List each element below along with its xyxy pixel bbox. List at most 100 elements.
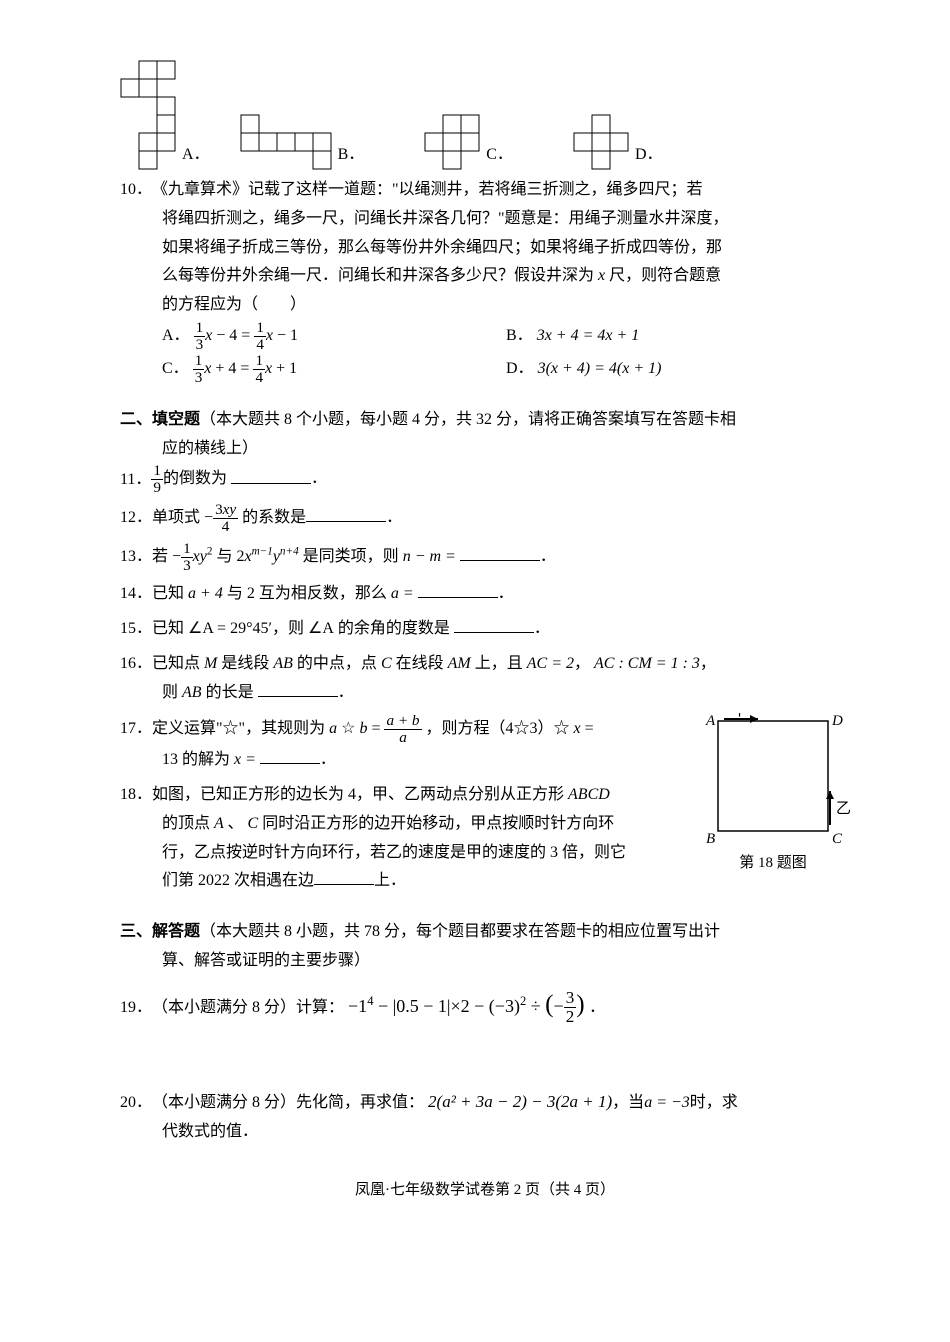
section-3-header: 三、解答题（本大题共 8 小题，共 78 分，每个题目都要求在答题卡的相应位置写… [120, 918, 850, 976]
pt-m: M [204, 655, 221, 672]
q10-eq-a: 13x − 4 = 14x − 1 [194, 327, 298, 344]
blank [314, 868, 374, 886]
q20-text2: ，当 [612, 1094, 644, 1111]
q17-l1b: ，则方程（4☆3）☆ [426, 720, 570, 737]
q10-l2: 将绳四折测之，绳多一尺，问绳长井深各几何？"题意是：用绳子测量水井深度， [120, 205, 850, 234]
svg-text:A: A [705, 713, 716, 729]
q18-l2b: 、 [228, 815, 244, 832]
opt-a-label: A． [182, 141, 210, 170]
q18-l4b: 上． [374, 872, 406, 889]
q12: 12．单项式 −3xy4 的系数是． [120, 502, 850, 535]
q19-num: 19． [120, 994, 152, 1023]
q13-num: 13． [120, 543, 152, 572]
q16-l1d: 在线段 [396, 655, 444, 672]
q15-lead: 已知 [152, 620, 184, 637]
q15-tail: 的余角的度数是 [338, 620, 450, 637]
q18-l2a: 的顶点 [162, 815, 210, 832]
page-footer: 凤凰·七年级数学试卷第 2 页（共 4 页） [120, 1177, 850, 1204]
q10-opt-a: A． [162, 327, 190, 344]
q16-num: 16． [120, 650, 152, 679]
q18-l4a: 们第 2022 次相遇在边 [162, 872, 314, 889]
section-3-desc2: 算、解答或证明的主要步骤） [120, 947, 850, 976]
q14: 14．已知 a + 4 与 2 互为相反数，那么 a = ． [120, 580, 850, 609]
q12-term: −3xy4 [204, 509, 242, 526]
q12-num: 12． [120, 504, 152, 533]
q14-a: a = [391, 585, 418, 602]
var-x3: x = [234, 751, 260, 768]
seg-ab2: AB [182, 684, 206, 701]
blank [258, 679, 338, 697]
q18-l1: 如图，已知正方形的边长为 4，甲、乙两动点分别从正方形 [152, 786, 564, 803]
q20-text4: 代数式的值． [120, 1118, 850, 1147]
q18-figure-wrap: ADBC甲乙 第 18 题图 [696, 713, 850, 876]
q12-lead: 单项式 [152, 509, 200, 526]
q10-l5: 的方程应为（ ） [120, 291, 850, 320]
q15-angleA: ∠A [308, 620, 334, 637]
q16: 16．已知点 M 是线段 AB 的中点，点 C 在线段 AM 上，且 AC = … [120, 650, 850, 708]
q9-options: A． B． C． D． [120, 60, 850, 170]
pt-c: C [381, 655, 396, 672]
opt-d-label: D． [635, 141, 663, 170]
svg-text:D: D [831, 713, 843, 729]
q10-l1: 《九章算术》记载了这样一道题："以绳测井，若将绳三折测之，绳多四尺；若 [152, 181, 703, 198]
q17-num: 17． [120, 715, 152, 744]
q10-eq-d: 3(x + 4) = 4(x + 1) [538, 360, 662, 377]
section-3-desc: （本大题共 8 小题，共 78 分，每个题目都要求在答题卡的相应位置写出计 [200, 923, 720, 940]
q20: 20．（本小题满分 8 分）先化简，再求值： 2(a² + 3a − 2) − … [120, 1087, 850, 1147]
svg-text:C: C [832, 831, 843, 847]
q15-num: 15． [120, 615, 152, 644]
q11-num: 11． [120, 466, 151, 495]
svg-text:乙: 乙 [836, 801, 850, 817]
seg-ab: AB [273, 655, 297, 672]
section-2-title: 二、填空题 [120, 411, 200, 428]
q14-expr: a + 4 [188, 585, 227, 602]
section-2-header: 二、填空题（本大题共 8 个小题，每小题 4 分，共 32 分，请将正确答案填写… [120, 406, 850, 464]
q16-l1b: 是线段 [221, 655, 269, 672]
opt-b-label: B． [338, 141, 365, 170]
section-3-title: 三、解答题 [120, 923, 200, 940]
q16-ratio: AC : CM = 1 : 3 [594, 655, 700, 672]
svg-text:甲: 甲 [732, 713, 747, 719]
q10-num: 10． [120, 176, 152, 205]
q15-mid: ，则 [272, 620, 304, 637]
abcd: ABCD [568, 786, 610, 803]
svg-text:B: B [706, 831, 715, 847]
q13: 13．若 −13xy2 与 2xm−1yn+4 是同类项，则 n − m = ． [120, 541, 850, 574]
opt-c-label: C． [486, 141, 513, 170]
q20-text1: （本小题满分 8 分）先化简，再求值： [152, 1094, 424, 1111]
blank [418, 581, 498, 599]
q18-num: 18． [120, 781, 152, 810]
section-2-desc: （本大题共 8 个小题，每小题 4 分，共 32 分，请将正确答案填写在答题卡相 [200, 411, 736, 428]
blank [260, 747, 320, 765]
q17-l1a: 定义运算"☆"，其规则为 [152, 720, 325, 737]
blank [460, 544, 540, 562]
blank [454, 615, 534, 633]
section-2-desc2: 应的横线上） [120, 435, 850, 464]
q17-l2a: 13 的解为 [162, 751, 230, 768]
q10-l4b: 尺，则符合题意 [609, 267, 721, 284]
q13-nm: n − m = [403, 548, 460, 565]
q10-l3: 如果将绳子折成三等份，那么每等份井外余绳四尺；如果将绳子折成四等份，那 [120, 234, 850, 263]
q14-num: 14． [120, 580, 152, 609]
q11: 11．19的倒数为 ． [120, 463, 850, 496]
q10-opt-b: B． [506, 327, 533, 344]
pt-c2: C [244, 815, 263, 832]
net-c-figure [424, 114, 480, 170]
q10-eq-c: 13x + 4 = 14x + 1 [193, 360, 297, 377]
q16-l2b: 的长是 [206, 684, 254, 701]
q16-l1a: 已知点 [152, 655, 200, 672]
q13-tail: 是同类项，则 [303, 548, 399, 565]
q20-num: 20． [120, 1089, 152, 1118]
pt-a: A [210, 815, 227, 832]
q15: 15．已知 ∠A = 29°45′，则 ∠A 的余角的度数是 ． [120, 615, 850, 644]
q17-rule: a ☆ b = a + ba [329, 720, 421, 737]
q10-eq-b: 3x + 4 = 4x + 1 [537, 327, 640, 344]
q19: 19．（本小题满分 8 分）计算： −14 − |0.5 − 1|×2 − (−… [120, 982, 850, 1027]
q20-aval: a = −3 [644, 1094, 690, 1111]
q19-text: （本小题满分 8 分）计算： [152, 999, 344, 1016]
seg-am: AM [448, 655, 475, 672]
q18-l2c: 同时沿正方形的边开始移动，甲点按顺时针方向环 [262, 815, 614, 832]
q10-opt-d: D． [506, 360, 534, 377]
net-b-figure [240, 114, 332, 170]
q14-mid: 与 2 互为相反数，那么 [227, 585, 387, 602]
